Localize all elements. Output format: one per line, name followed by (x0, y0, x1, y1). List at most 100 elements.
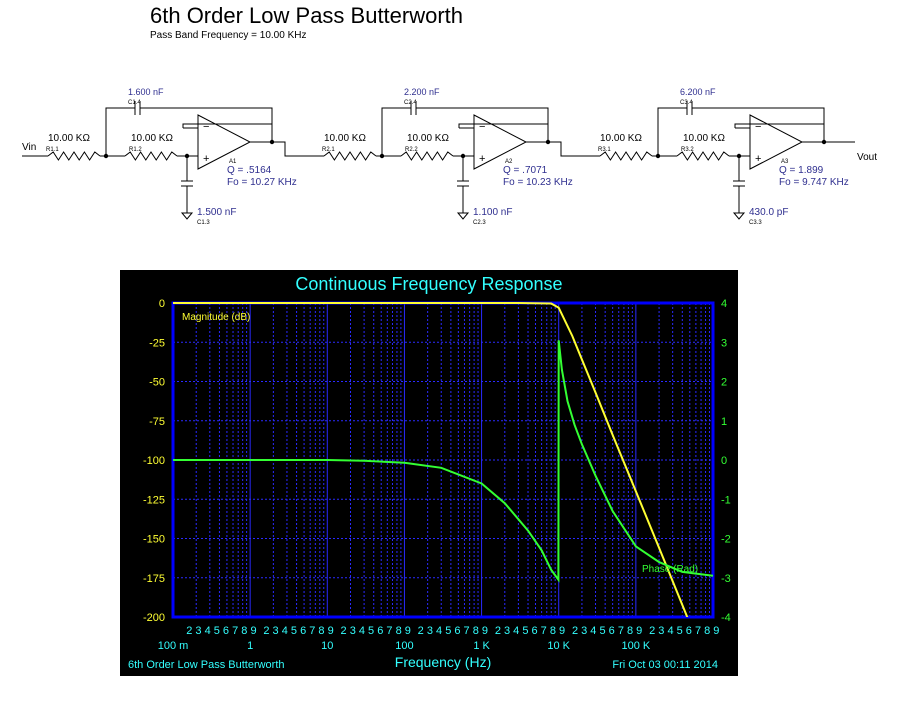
junction-dot (821, 139, 827, 145)
y-left-tick-label: -200 (143, 612, 165, 624)
wire (548, 141, 598, 157)
y-right-tick-label: 3 (721, 337, 727, 349)
noninverting-input-sign: + (203, 153, 209, 165)
cap-feedback-ref: C3.4 (680, 100, 693, 106)
noninverting-input-sign: + (479, 153, 485, 165)
wire (416, 107, 549, 142)
page-title: 6th Order Low Pass Butterworth (150, 3, 464, 28)
wire (105, 107, 135, 156)
resistor-1-value: 10.00 KΩ (48, 133, 90, 144)
cap-feedback-value: 1.600 nF (128, 87, 164, 97)
cap-ground-ref: C3.3 (749, 220, 762, 226)
wire (458, 123, 548, 128)
resistor-2-value: 10.00 KΩ (131, 133, 173, 144)
resistor-r3-1 (599, 151, 653, 161)
y-right-tick-label: 1 (721, 416, 727, 428)
x-minor-tick-labels: 2 3 4 5 6 7 8 9 (649, 625, 719, 637)
noninverting-input-sign: + (755, 153, 761, 165)
series-line-magnitude (173, 302, 689, 617)
inverting-input-sign: − (755, 121, 761, 133)
chart-footer-left: 6th Order Low Pass Butterworth (128, 659, 285, 671)
cap-ground-ref: C2.3 (473, 220, 486, 226)
y-left-tick-label: -25 (149, 337, 165, 349)
magnitude-series-label: Magnitude (dB) (182, 312, 250, 323)
y-left-tick-label: -50 (149, 377, 165, 389)
filter-schematic: Vin − +1.600 nF C1.4 10.00 KΩ R1.1 10.00 KΩ R1.… (22, 87, 877, 226)
y-right-tick-label: 4 (721, 298, 727, 310)
inverting-input-sign: − (203, 121, 209, 133)
resistor-2-value: 10.00 KΩ (683, 133, 725, 144)
chart-title: Continuous Frequency Response (295, 274, 562, 294)
resistor-r1-2 (124, 151, 178, 161)
wire (272, 141, 322, 157)
x-decade-tick-label: 10 K (547, 640, 570, 652)
y-left-tick-label: -125 (143, 494, 165, 506)
y-right-tick-label: 0 (721, 455, 727, 467)
x-decade-tick-label: 10 (321, 640, 333, 652)
ground-symbol (732, 212, 746, 220)
resistor-2-value: 10.00 KΩ (407, 133, 449, 144)
resistor-2-ref: R1.2 (129, 147, 142, 153)
stage-fo-value: Fo = 10.23 KHz (503, 177, 573, 188)
y-right-tick-label: -3 (721, 573, 731, 585)
input-label: Vin (22, 142, 36, 153)
stage-q-value: Q = .5164 (227, 165, 272, 176)
resistor-1-value: 10.00 KΩ (324, 133, 366, 144)
resistor-2-ref: R3.2 (681, 147, 694, 153)
cap-ground-value: 1.500 nF (197, 207, 236, 218)
y-left-tick-label: 0 (159, 298, 165, 310)
series-line-phase (173, 340, 713, 583)
x-decade-tick-label: 1 (247, 640, 253, 652)
ground-symbol (456, 212, 470, 220)
x-decade-tick-label: 100 K (621, 640, 650, 652)
resistor-r1-1 (47, 151, 101, 161)
y-left-tick-label: -175 (143, 573, 165, 585)
resistor-r2-1 (323, 151, 377, 161)
op-amp-a1 (197, 114, 252, 170)
stage-q-value: Q = 1.899 (779, 165, 824, 176)
wire (734, 123, 824, 128)
cap-feedback-ref: C2.4 (404, 100, 417, 106)
inverting-input-sign: − (479, 121, 485, 133)
output-label: Vout (857, 152, 877, 163)
x-minor-tick-labels: 2 3 4 5 6 7 8 9 (495, 625, 565, 637)
x-minor-tick-labels: 2 3 4 5 6 7 8 9 (572, 625, 642, 637)
wire (140, 107, 273, 142)
cap-ground-value: 1.100 nF (473, 207, 512, 218)
x-decade-tick-label: 100 m (158, 640, 189, 652)
cap-feedback-value: 6.200 nF (680, 87, 716, 97)
wire (657, 107, 687, 156)
x-minor-tick-labels: 2 3 4 5 6 7 8 9 (418, 625, 488, 637)
y-left-tick-label: -100 (143, 455, 165, 467)
wire (381, 107, 411, 156)
op-amp-ref: A2 (505, 159, 513, 165)
stage-fo-value: Fo = 9.747 KHz (779, 177, 849, 188)
resistor-r3-2 (676, 151, 730, 161)
resistor-1-value: 10.00 KΩ (600, 133, 642, 144)
y-right-tick-label: 2 (721, 377, 727, 389)
y-right-tick-label: -4 (721, 612, 731, 624)
y-right-tick-label: -1 (721, 494, 731, 506)
resistor-2-ref: R2.2 (405, 147, 418, 153)
op-amp-a3 (749, 114, 804, 170)
x-decade-tick-label: 1 K (473, 640, 490, 652)
cap-feedback-value: 2.200 nF (404, 87, 440, 97)
chart-footer-right: Fri Oct 03 00:11 2014 (612, 659, 718, 671)
resistor-1-ref: R3.1 (598, 147, 611, 153)
stage-fo-value: Fo = 10.27 KHz (227, 177, 297, 188)
wire (692, 107, 825, 142)
chart-background (120, 270, 738, 676)
op-amp-a2 (473, 114, 528, 170)
x-minor-tick-labels: 2 3 4 5 6 7 8 9 (341, 625, 411, 637)
ground-symbol (180, 212, 194, 220)
x-minor-tick-labels: 2 3 4 5 6 7 8 9 (186, 625, 256, 637)
y-left-tick-label: -75 (149, 416, 165, 428)
cap-ground-ref: C1.3 (197, 220, 210, 226)
op-amp-ref: A3 (781, 159, 789, 165)
frequency-response-chart: Continuous Frequency Response 0 -25 -50 -75 -… (120, 270, 738, 676)
stage-q-value: Q = .7071 (503, 165, 548, 176)
phase-series-label: Phase (Rad) (642, 564, 698, 575)
resistor-r2-2 (400, 151, 454, 161)
y-right-tick-label: -2 (721, 534, 731, 546)
page-subtitle: Pass Band Frequency = 10.00 KHz (150, 30, 307, 41)
